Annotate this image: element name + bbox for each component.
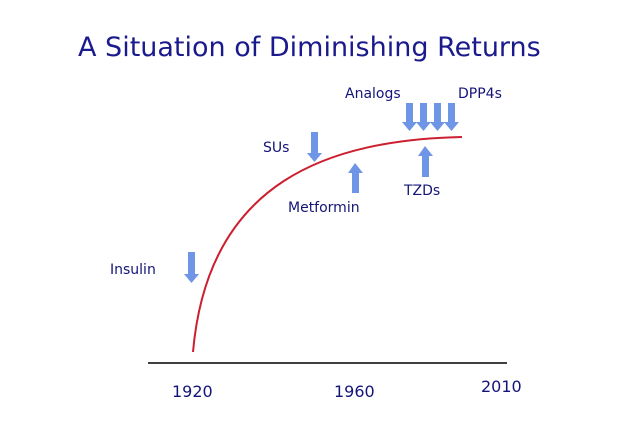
- label-sus: SUs: [263, 140, 289, 156]
- tzds-up-arrow-icon: [418, 146, 433, 177]
- analogs-down-arrow-1-icon: [402, 103, 417, 131]
- dpp4s-down-arrow-1-icon: [430, 103, 445, 131]
- metformin-up-arrow-icon: [348, 163, 363, 193]
- label-analogs: Analogs: [345, 86, 401, 102]
- year-label-2010: 2010: [481, 377, 522, 396]
- analogs-down-arrow-2-icon: [416, 103, 431, 131]
- slide-title: A Situation of Diminishing Returns: [78, 32, 541, 63]
- insulin-down-arrow-icon: [184, 252, 199, 283]
- year-label-1960: 1960: [334, 382, 375, 401]
- year-label-1920: 1920: [172, 382, 213, 401]
- label-metformin: Metformin: [288, 200, 360, 216]
- sus-down-arrow-icon: [307, 132, 322, 162]
- label-insulin: Insulin: [110, 262, 156, 278]
- diminishing-returns-curve: [192, 136, 463, 353]
- label-tzds: TZDs: [403, 183, 440, 199]
- dpp4s-down-arrow-2-icon: [444, 103, 459, 131]
- label-dpp4s: DPP4s: [458, 86, 502, 102]
